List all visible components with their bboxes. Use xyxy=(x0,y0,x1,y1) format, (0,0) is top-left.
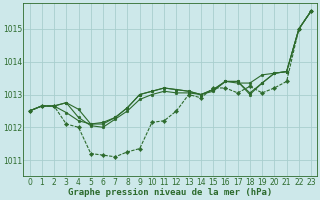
X-axis label: Graphe pression niveau de la mer (hPa): Graphe pression niveau de la mer (hPa) xyxy=(68,188,272,197)
